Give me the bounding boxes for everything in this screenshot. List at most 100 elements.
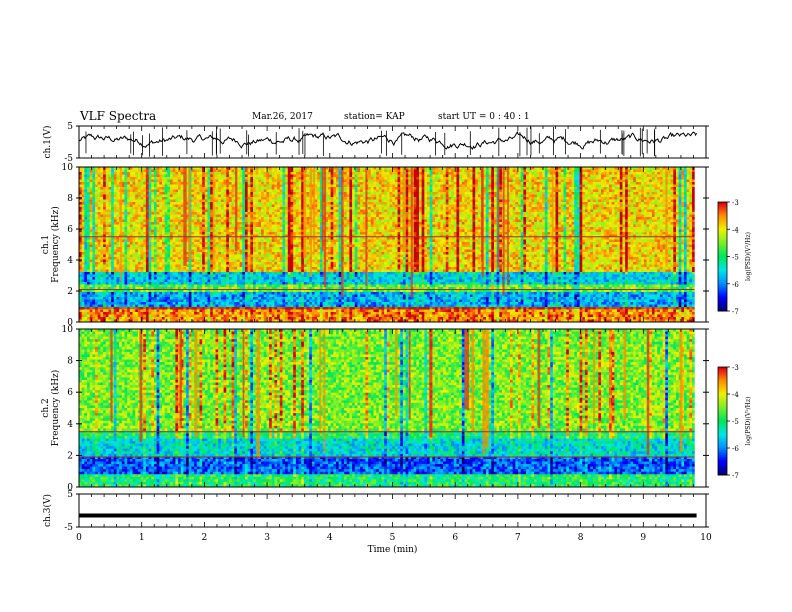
ch1-spectrogram-cell	[92, 194, 96, 198]
ch1-spectrogram-cell	[137, 209, 141, 213]
ch1-spectrogram-cell	[346, 192, 350, 195]
ch1-spectrogram-cell	[619, 172, 623, 175]
ch1-spectrogram-cell	[327, 174, 332, 178]
ch1-spectrogram-cell	[649, 192, 653, 195]
ch1-spectrogram-cell	[325, 182, 329, 185]
ch1-spectrogram-cell	[143, 174, 147, 178]
ch1-spectrogram-cell	[285, 194, 289, 198]
ch1-spectrogram-cell	[172, 199, 176, 203]
ch1-spectrogram-cell	[105, 212, 109, 215]
ch1-spectrogram-cell	[129, 214, 133, 218]
ch1-spectrogram-cell	[617, 182, 621, 185]
ch1-spectrogram-cell	[416, 217, 420, 220]
ch1-spectrogram-cell	[651, 177, 655, 180]
ch1-spectrogram-cell	[437, 179, 441, 183]
ch1-spectrogram-cell	[675, 199, 680, 203]
ch1-spectrogram-cell	[654, 207, 658, 210]
ch1-spectrogram-cell	[649, 212, 653, 215]
ch1-spectrogram-cell	[250, 192, 254, 195]
ch1-spectrogram-cell	[84, 169, 88, 173]
ch1-spectrogram-cell	[159, 189, 163, 193]
ch1-spectrogram-cell	[194, 214, 198, 218]
ch1-spectrogram-cell	[692, 189, 696, 193]
ch1-spectrogram-cell	[105, 207, 109, 210]
ch1-spectrogram-cell	[394, 179, 398, 183]
ch1-spectrogram-cell	[137, 194, 141, 198]
ch1-spectrogram-cell	[659, 194, 663, 198]
ch1-spectrogram-cell	[675, 179, 680, 183]
ch1-spectrogram-cell	[633, 179, 637, 183]
ch1-spectrogram-cell	[344, 179, 348, 183]
ch1-spectrogram-cell	[287, 192, 291, 195]
ch1-spectrogram-cell	[113, 192, 117, 195]
ch1-spectrogram-cell	[279, 189, 283, 193]
ch1-spectrogram-cell	[250, 177, 254, 180]
ch1-spectrogram-cell	[223, 189, 227, 193]
ch1-spectrogram-cell	[646, 197, 650, 200]
ch1-spectrogram-cell	[386, 219, 390, 223]
ch1-spectrogram-cell	[285, 197, 289, 200]
ch1-spectrogram-cell	[180, 207, 184, 210]
ch1-spectrogram-cell	[606, 199, 610, 203]
ch1-spectrogram-cell	[542, 214, 546, 218]
ch1-spectrogram-cell	[164, 179, 168, 183]
ch1-spectrogram-cell	[368, 179, 372, 183]
ch1-spectrogram-cell	[344, 194, 348, 198]
ch1-spectrogram-cell	[552, 217, 556, 220]
ch1-spectrogram-cell	[97, 174, 101, 178]
ch1-spectrogram-cell	[100, 172, 104, 175]
ch1-spectrogram-cell	[370, 167, 374, 170]
ch1-spectrogram-cell	[675, 214, 680, 218]
ch1-spectrogram-cell	[274, 217, 278, 220]
ch1-spectrogram-cell	[293, 177, 297, 180]
ch1-spectrogram-cell	[175, 189, 179, 193]
ch1-spectrogram-cell	[287, 214, 291, 218]
ch1-spectrogram-cell	[151, 214, 155, 218]
ch1-spectrogram-cell	[504, 209, 508, 213]
ch1-spectrogram-cell	[132, 199, 136, 203]
ch1-spectrogram-cell	[574, 172, 578, 175]
ch1-spectrogram-cell	[153, 199, 158, 203]
ch1-spectrogram-cell	[143, 172, 147, 175]
ch1-spectrogram-cell	[250, 217, 254, 220]
ch1-spectrogram-cell	[659, 207, 663, 210]
ch1-spectrogram-cell	[456, 187, 460, 190]
ch1-spectrogram-cell	[526, 212, 530, 215]
ch1-spectrogram-cell	[531, 207, 535, 210]
ch1-spectrogram-cell	[627, 167, 631, 170]
ch1-spectrogram-cell	[673, 209, 677, 213]
ch1-spectrogram-cell	[659, 167, 663, 170]
ch1-spectrogram-cell	[306, 187, 310, 190]
ch1-spectrogram-cell	[92, 187, 96, 190]
ch1-spectrogram-cell	[317, 192, 321, 195]
ch1-spectrogram-cell	[451, 217, 455, 220]
ch1-spectrogram-cell	[485, 169, 489, 173]
ch1-spectrogram-cell	[550, 212, 554, 215]
ch1-spectrogram-cell	[263, 167, 267, 170]
ch1-spectrogram-cell	[400, 214, 404, 218]
ch1-spectrogram-cell	[488, 187, 492, 190]
ch1-spectrogram-cell	[424, 177, 428, 180]
ch1-spectrogram-cell	[105, 217, 109, 220]
ch1-spectrogram-cell	[266, 194, 270, 198]
ch1-spectrogram-cell	[242, 184, 246, 188]
ch1-spectrogram-cell	[135, 194, 139, 198]
ch1-spectrogram-cell	[207, 197, 211, 200]
ch1-spectrogram-cell	[89, 204, 93, 208]
ch1-spectrogram-cell	[617, 172, 621, 175]
ch1-spectrogram-cell	[477, 174, 481, 178]
ch1-spectrogram-cell	[528, 174, 532, 178]
ch1-spectrogram-cell	[81, 169, 85, 173]
ch1-spectrogram-cell	[635, 197, 639, 200]
ch1-spectrogram-cell	[258, 209, 262, 213]
ch1-spectrogram-cell	[526, 184, 530, 188]
ch1-spectrogram-cell	[421, 189, 425, 193]
ch1-spectrogram-cell	[301, 179, 305, 183]
ch1-spectrogram-cell	[317, 202, 321, 205]
ch1-spectrogram-cell	[590, 184, 594, 188]
ch1-spectrogram-cell	[617, 174, 621, 178]
ch1-spectrogram-cell	[178, 174, 182, 178]
ch1-spectrogram-cell	[499, 187, 503, 190]
ch1-spectrogram-cell	[175, 167, 179, 170]
ch1-spectrogram-cell	[113, 212, 117, 215]
